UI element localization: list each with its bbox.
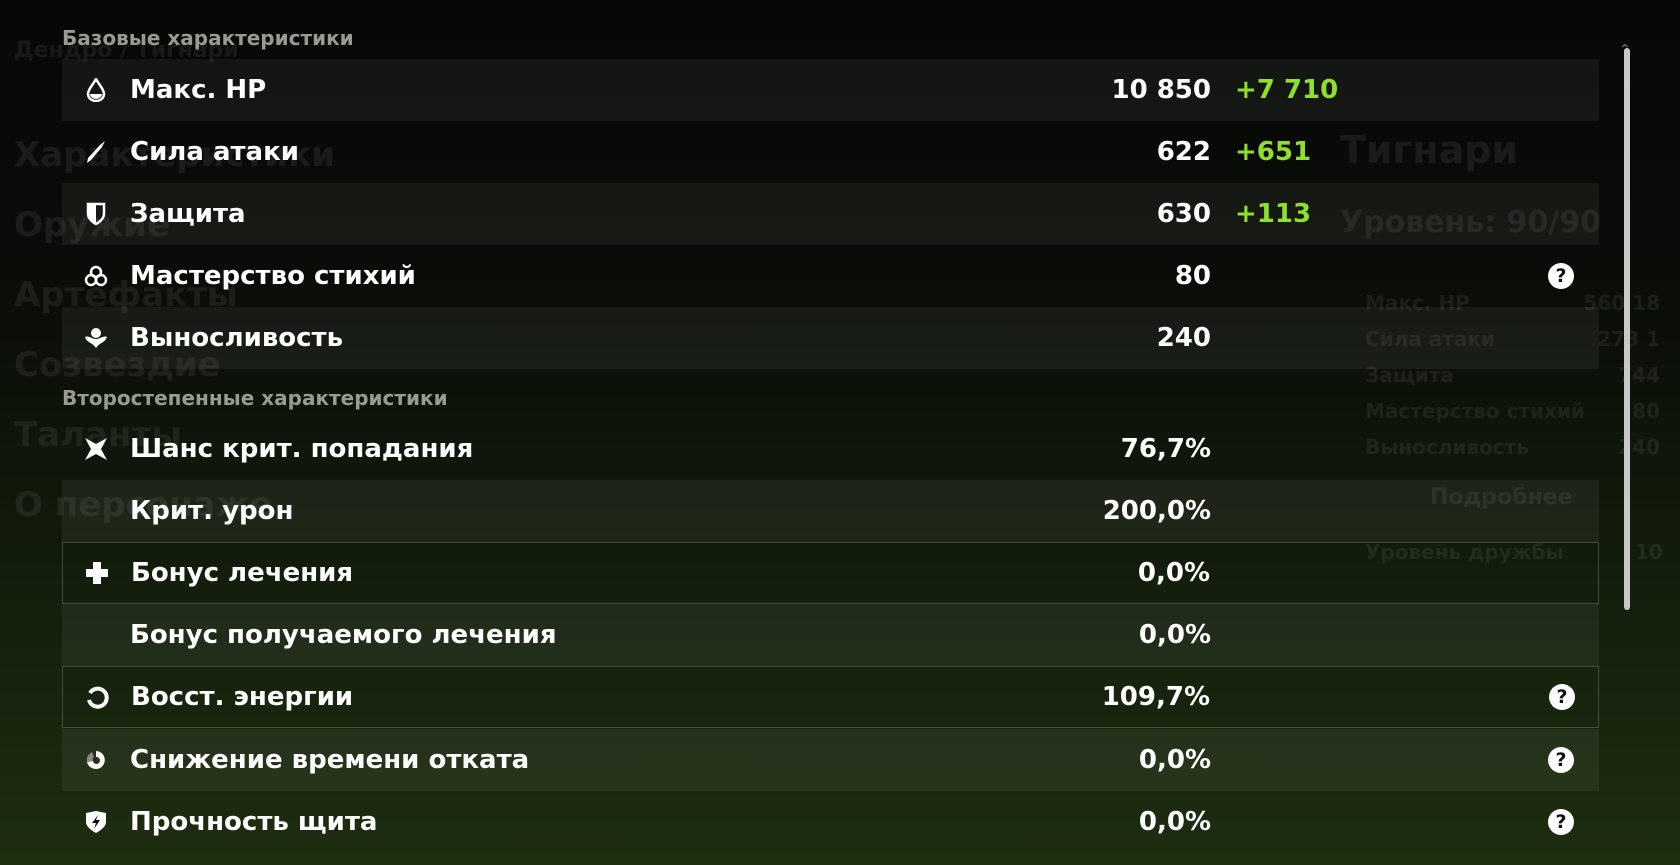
details-button[interactable]: Подробнее [1430,485,1573,510]
stat-row-crit-rate: Шанс крит. попадания 76,7% [62,418,1599,480]
background-menu: Характеристики Оружие Артефакты Созвезди… [14,135,335,555]
character-level: Уровень: 90/90 [1340,205,1602,240]
character-name: Тигнари [1340,128,1519,172]
shield-icon [82,200,110,228]
stat-row-em: Мастерство стихий 80 ? [62,245,1599,307]
sword-icon [82,138,110,166]
friendship-label: Уровень дружбы [1365,540,1564,564]
menu-item[interactable]: Созвездие [14,345,221,385]
stat-row-def: Защита 630 +113 [62,183,1599,245]
character-stats-ghost: Макс. HP Сила атаки Защита Мастерство ст… [1365,291,1585,459]
cooldown-icon [82,746,110,774]
healing-cross-icon [83,559,111,587]
elemental-mastery-icon [82,262,110,290]
stamina-icon [82,324,110,352]
hp-drop-icon [82,76,110,104]
stat-row-cooldown: Снижение времени отката 0,0% ? [62,729,1599,791]
stat-row-crit-dmg: Крит. урон 200,0% [62,480,1599,542]
help-icon[interactable]: ? [1549,684,1575,710]
menu-item[interactable]: Артефакты [14,275,238,315]
scrollbar[interactable] [1624,48,1630,610]
secondary-stats-title: Второстепенные характеристики [62,386,448,410]
menu-item[interactable]: О персонаже [14,485,273,525]
stat-row-hp: Макс. HP 10 850 +7 710 [62,59,1599,121]
help-icon[interactable]: ? [1548,263,1574,289]
stat-row-incoming-healing: Бонус получаемого лечения 0,0% [62,604,1599,666]
stat-row-healing-bonus: Бонус лечения 0,0% [62,542,1599,604]
help-icon[interactable]: ? [1548,747,1574,773]
stat-row-stamina: Выносливость 240 [62,307,1599,369]
friendship-value: 10 [1635,540,1663,564]
stat-row-energy-recharge: Восст. энергии 109,7% ? [62,666,1599,728]
energy-recharge-icon [83,683,111,711]
stat-row-atk: Сила атаки 622 +651 [62,121,1599,183]
character-values-ghost: 18 560 1 273 744 80 240 [1583,291,1660,459]
breadcrumb: Дендро / Тигнари [14,38,239,63]
shield-strength-icon [82,808,110,836]
crit-rate-icon [82,435,110,463]
help-icon[interactable]: ? [1548,809,1574,835]
base-stats-title: Базовые характеристики [62,26,354,50]
menu-item[interactable]: Характеристики [14,135,336,175]
stat-row-shield-strength: Прочность щита 0,0% ? [62,791,1599,853]
